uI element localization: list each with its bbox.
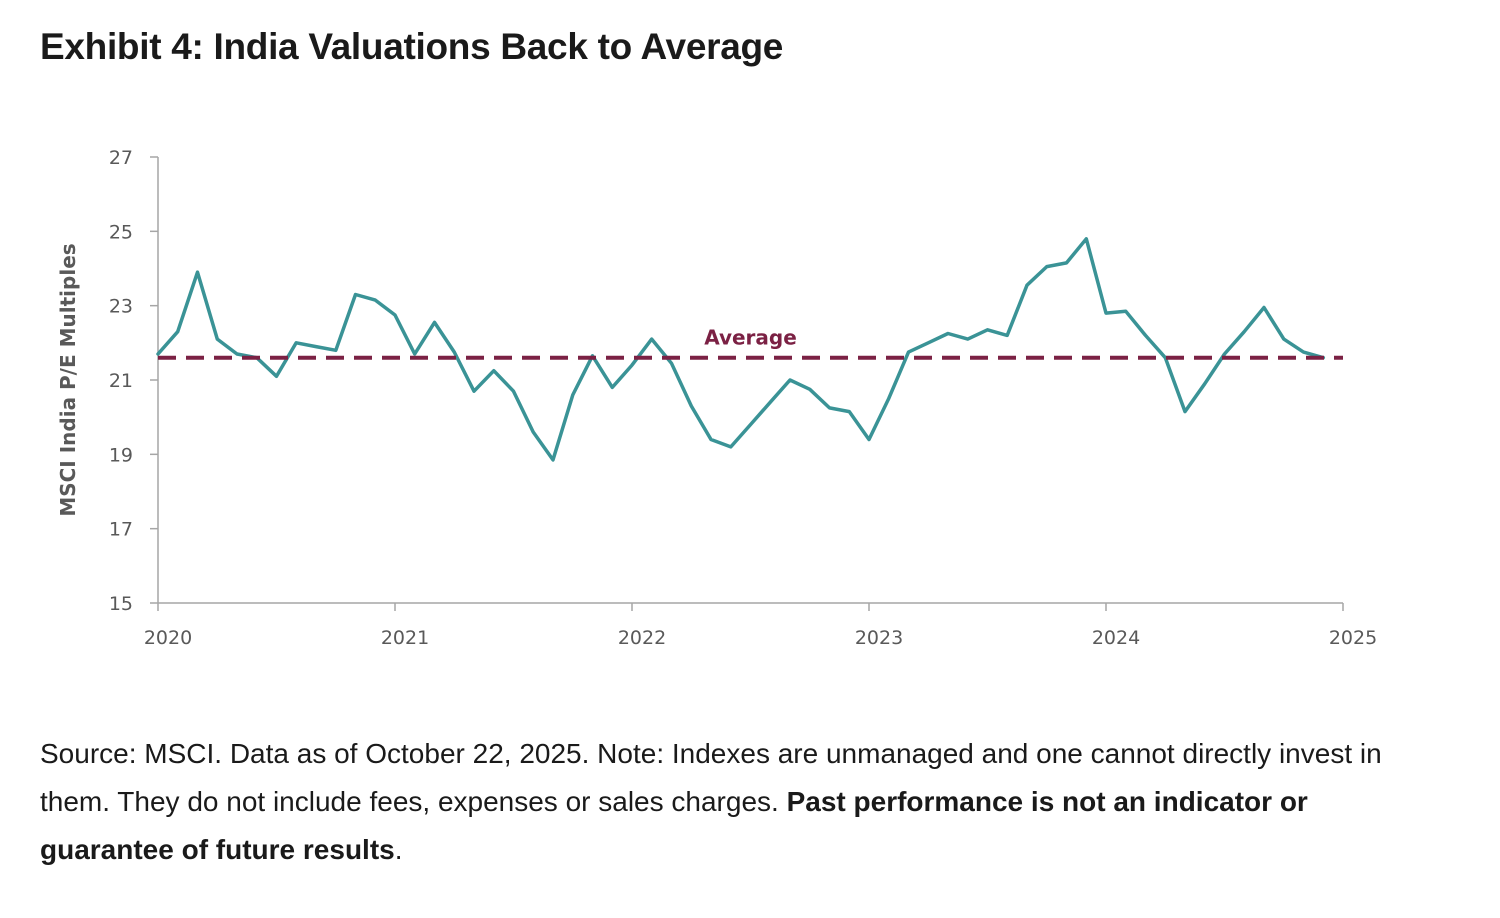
y-tick-label: 17 xyxy=(109,519,133,541)
x-tick-label: 2023 xyxy=(855,627,903,649)
y-tick-label: 21 xyxy=(109,370,133,392)
annotation-layer: Average xyxy=(704,326,797,350)
x-tick-label: 2025 xyxy=(1329,627,1377,649)
x-tick-label: 2020 xyxy=(144,627,192,649)
average-label: Average xyxy=(704,326,797,350)
x-tick-label: 2024 xyxy=(1092,627,1140,649)
footnote-source-text: Source: MSCI. Data as of October 22, 202… xyxy=(40,738,1382,817)
y-tick-label: 25 xyxy=(109,221,133,243)
y-axis: 15 17 19 21 23 25 27 xyxy=(109,147,159,615)
source-footnote: Source: MSCI. Data as of October 22, 202… xyxy=(40,730,1440,874)
x-tick-label: 2021 xyxy=(381,627,429,649)
footnote-end: . xyxy=(394,834,403,865)
y-tick-label: 15 xyxy=(109,593,133,615)
y-tick-label: 27 xyxy=(109,147,133,169)
series-layer xyxy=(156,237,1343,462)
x-axis: 2020 2021 2022 2023 2024 2025 xyxy=(144,602,1377,649)
pe-series-line xyxy=(156,237,1326,462)
y-axis-title: MSCI India P/E Multiples xyxy=(56,243,80,516)
chart-title: Exhibit 4: India Valuations Back to Aver… xyxy=(40,26,784,67)
y-tick-label: 19 xyxy=(109,444,133,466)
x-tick-label: 2022 xyxy=(618,627,666,649)
y-tick-label: 23 xyxy=(109,296,133,318)
footnote-disclaimer: Past performance is not an indicator or … xyxy=(40,786,1308,865)
